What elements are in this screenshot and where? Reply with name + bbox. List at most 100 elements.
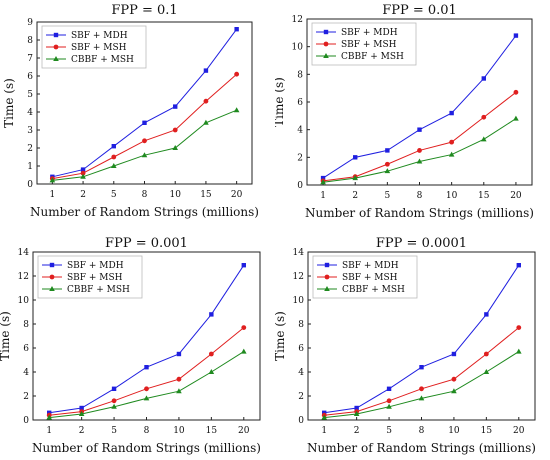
data-point (448, 151, 455, 157)
y-tick-label: 6 (298, 344, 304, 354)
data-point (320, 179, 326, 185)
data-point (143, 395, 150, 401)
data-point (172, 127, 178, 133)
chart-title: FPP = 0.1 (111, 3, 177, 18)
y-tick-label: 12 (292, 15, 303, 25)
series-line (52, 73, 237, 180)
legend-swatch-marker (53, 56, 59, 61)
data-point (386, 386, 392, 391)
data-point (111, 386, 117, 391)
x-tick-label: 5 (111, 426, 117, 436)
legend: SBF + MDH SBF + MSH CBBF + MSH (41, 25, 147, 69)
x-tick-label: 10 (448, 426, 460, 436)
data-point (80, 173, 86, 179)
x-axis-label: Number of Random Strings (millions) (32, 441, 261, 455)
series-cbbf-msh (320, 115, 519, 185)
data-point (203, 119, 209, 125)
series-sbf-msh (321, 325, 522, 418)
y-tick-label: 7 (27, 54, 33, 64)
data-point (110, 163, 117, 168)
y-tick-label: 0 (298, 416, 304, 426)
data-point (320, 175, 326, 181)
x-tick-label: 15 (481, 426, 493, 436)
y-tick-label: 0 (23, 416, 29, 426)
chart-panel-fpp-0-0001: FPP = 0.0001 0 2 4 6 8 10 12 14 1 2 5 8 10 15 20 Number … (275, 230, 550, 460)
data-point (176, 388, 182, 394)
y-axis-label: Time (s) (275, 311, 287, 361)
x-tick-label: 5 (384, 191, 390, 201)
data-point (172, 145, 179, 150)
data-point (480, 136, 487, 142)
data-point (513, 33, 519, 38)
legend: SBF + MDH SBF + MSH CBBF + MSH (311, 22, 417, 66)
data-point (385, 148, 390, 153)
data-point (203, 68, 209, 73)
x-tick-label: 20 (238, 426, 250, 436)
x-tick-label: 10 (169, 190, 181, 200)
data-point (176, 351, 182, 357)
data-point (240, 348, 247, 354)
series-cbbf-msh (49, 107, 240, 183)
x-tick-label: 5 (386, 426, 392, 436)
y-tick-label: 10 (292, 43, 304, 53)
data-point (481, 76, 486, 81)
legend-entry: CBBF + MSH (341, 52, 404, 62)
legend-swatch-marker (49, 286, 55, 291)
data-point (516, 325, 522, 330)
series-sbf-mdh (47, 263, 246, 415)
data-point (111, 144, 116, 149)
x-tick-label: 8 (142, 190, 148, 200)
x-tick-label: 1 (46, 426, 52, 436)
data-point (241, 263, 246, 268)
legend-entry: CBBF + MSH (67, 285, 130, 295)
y-tick-label: 1 (27, 162, 33, 172)
data-point (142, 120, 147, 125)
legend-entry: SBF + MDH (67, 261, 124, 271)
data-point (47, 410, 52, 415)
data-point (111, 154, 117, 160)
data-point (111, 398, 117, 404)
legend-swatch-marker (49, 262, 55, 268)
data-point (80, 170, 86, 176)
y-tick-label: 8 (27, 36, 33, 46)
legend-entry: SBF + MSH (67, 273, 123, 283)
y-tick-label: 2 (297, 153, 303, 163)
y-tick-label: 8 (23, 320, 29, 330)
x-tick-label: 1 (320, 191, 326, 201)
data-point (449, 110, 454, 116)
x-axis-label: Number of Random Strings (millions) (305, 206, 534, 220)
data-point (386, 403, 392, 409)
series-line (49, 327, 245, 416)
data-point (80, 167, 86, 172)
data-point (79, 405, 84, 411)
data-point (142, 138, 147, 144)
data-point (353, 411, 360, 416)
legend-entry: SBF + MSH (341, 40, 397, 50)
y-tick-label: 2 (23, 392, 29, 402)
x-tick-label: 1 (321, 426, 327, 436)
x-tick-label: 2 (80, 190, 86, 200)
y-tick-label: 5 (27, 90, 33, 100)
data-point (353, 155, 358, 160)
x-axis-label: Number of Random Strings (millions) (307, 441, 536, 455)
legend-entry: SBF + MSH (71, 43, 127, 53)
legend-swatch-marker (323, 53, 329, 58)
y-tick-label: 0 (297, 181, 303, 191)
data-point (483, 369, 490, 374)
y-tick-label: 2 (27, 144, 33, 154)
data-point (416, 158, 423, 164)
data-point (173, 104, 178, 109)
y-tick-label: 4 (297, 126, 303, 136)
y-tick-label: 14 (293, 248, 305, 258)
x-tick-label: 15 (478, 191, 490, 201)
data-point (234, 71, 240, 77)
y-tick-label: 0 (27, 180, 33, 190)
data-point (321, 414, 328, 420)
legend-swatch-marker (324, 262, 330, 268)
x-tick-label: 15 (200, 190, 212, 200)
data-point (384, 168, 391, 174)
y-tick-label: 10 (293, 296, 305, 306)
